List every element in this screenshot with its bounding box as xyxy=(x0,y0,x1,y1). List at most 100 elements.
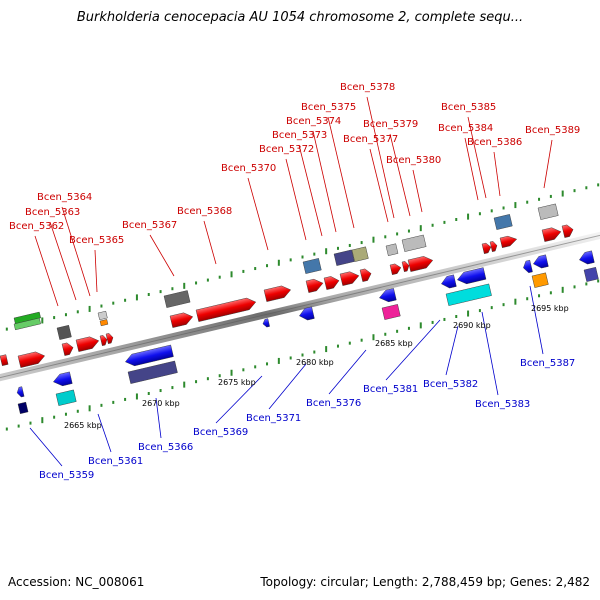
leader-line xyxy=(366,96,395,219)
track-dot xyxy=(183,282,186,289)
track-dot xyxy=(431,223,434,227)
gene-forward xyxy=(339,271,360,286)
forward-gene-label[interactable]: Bcen_5378 xyxy=(340,82,395,93)
track-dot xyxy=(183,381,186,388)
track-dot xyxy=(218,374,221,378)
leader-line xyxy=(97,413,112,453)
forward-gene-label[interactable]: Bcen_5377 xyxy=(343,134,398,145)
gene-reverse xyxy=(299,306,315,321)
reverse-gene-label[interactable]: Bcen_5371 xyxy=(246,413,301,424)
forward-gene-label[interactable]: Bcen_5379 xyxy=(363,119,418,130)
track-dot xyxy=(159,290,162,294)
track-dot xyxy=(443,317,446,321)
track-dot xyxy=(100,304,103,308)
forward-gene-label[interactable]: Bcen_5372 xyxy=(259,144,314,155)
leader-line xyxy=(149,234,175,277)
reverse-gene-label[interactable]: Bcen_5361 xyxy=(88,456,143,467)
forward-gene-label[interactable]: Bcen_5389 xyxy=(525,125,580,136)
track-dot xyxy=(455,315,458,318)
track-dot xyxy=(561,286,564,293)
track-dot xyxy=(538,197,541,201)
track-dot xyxy=(218,275,221,279)
accession-text: Accession: NC_008061 xyxy=(8,575,145,589)
leader-line xyxy=(285,158,307,241)
leader-line xyxy=(29,427,63,467)
forward-gene-label[interactable]: Bcen_5380 xyxy=(386,155,441,166)
track-dot xyxy=(372,236,375,243)
reverse-gene-label[interactable]: Bcen_5376 xyxy=(306,398,361,409)
track-dot xyxy=(502,206,505,210)
gene-forward-other xyxy=(97,310,108,321)
track-dot xyxy=(502,303,505,307)
track-dot xyxy=(195,380,198,384)
forward-gene-label[interactable]: Bcen_5375 xyxy=(301,102,356,113)
forward-gene-label[interactable]: Bcen_5385 xyxy=(441,102,496,113)
forward-gene-label[interactable]: Bcen_5365 xyxy=(69,235,124,246)
track-dot xyxy=(360,338,363,342)
gene-forward xyxy=(359,268,372,282)
track-dot xyxy=(171,386,174,390)
track-dot xyxy=(325,248,328,255)
track-dot xyxy=(5,327,8,331)
track-dot xyxy=(478,309,481,313)
reverse-gene-label[interactable]: Bcen_5359 xyxy=(39,470,94,481)
reverse-gene-label[interactable]: Bcen_5381 xyxy=(363,384,418,395)
track-dot xyxy=(29,421,32,425)
forward-gene-label[interactable]: Bcen_5367 xyxy=(122,220,177,231)
reverse-gene-label[interactable]: Bcen_5369 xyxy=(193,427,248,438)
reverse-gene-label[interactable]: Bcen_5383 xyxy=(475,399,530,410)
gene-reverse xyxy=(533,254,549,269)
track-dot xyxy=(360,241,363,245)
track-dot xyxy=(455,218,458,221)
forward-gene-label[interactable]: Bcen_5370 xyxy=(221,163,276,174)
leader-line xyxy=(481,311,499,396)
track-dot xyxy=(64,313,67,317)
track-dot xyxy=(419,322,422,329)
gene-forward-other xyxy=(302,258,322,274)
gene-forward-other xyxy=(13,317,41,331)
leader-line xyxy=(155,397,162,439)
track-dot xyxy=(526,297,529,301)
gene-forward-other xyxy=(385,243,399,256)
leader-line xyxy=(328,349,367,395)
track-dot xyxy=(467,310,470,317)
track-dot xyxy=(490,306,493,310)
track-dot xyxy=(171,287,174,291)
track-dot xyxy=(266,264,269,268)
track-dot xyxy=(419,225,422,232)
track-dot xyxy=(396,329,399,333)
reverse-gene-label[interactable]: Bcen_5366 xyxy=(138,442,193,453)
track-dot xyxy=(53,415,56,419)
gene-forward xyxy=(99,335,108,346)
track-dot xyxy=(585,282,588,286)
forward-gene-label[interactable]: Bcen_5364 xyxy=(37,192,92,203)
reverse-gene-label[interactable]: Bcen_5387 xyxy=(520,358,575,369)
leader-line xyxy=(94,249,98,293)
forward-gene-label[interactable]: Bcen_5374 xyxy=(286,116,341,127)
forward-gene-label[interactable]: Bcen_5363 xyxy=(25,207,80,218)
leader-line xyxy=(298,144,323,237)
forward-gene-label[interactable]: Bcen_5386 xyxy=(467,137,522,148)
track-dot xyxy=(573,285,576,289)
forward-gene-label[interactable]: Bcen_5368 xyxy=(177,206,232,217)
forward-gene-label[interactable]: Bcen_5384 xyxy=(438,123,493,134)
tick-label: 2695 kbp xyxy=(531,304,569,313)
track-dot xyxy=(147,392,150,395)
forward-gene-label[interactable]: Bcen_5362 xyxy=(9,221,64,232)
track-dot xyxy=(467,213,470,220)
leader-line xyxy=(493,151,501,197)
gene-forward xyxy=(323,276,340,290)
forward-gene-label[interactable]: Bcen_5373 xyxy=(272,130,327,141)
gene-forward-other xyxy=(99,319,109,327)
track-dot xyxy=(277,259,280,266)
gene-forward xyxy=(499,235,518,248)
leader-line xyxy=(268,363,307,410)
track-dot xyxy=(348,341,351,345)
gene-reverse xyxy=(445,283,492,306)
reverse-gene-label[interactable]: Bcen_5382 xyxy=(423,379,478,390)
topology-text: Topology: circular; Length: 2,788,459 bp… xyxy=(260,575,590,589)
leader-line xyxy=(369,148,389,223)
track-dot xyxy=(561,190,564,197)
track-dot xyxy=(112,301,115,305)
